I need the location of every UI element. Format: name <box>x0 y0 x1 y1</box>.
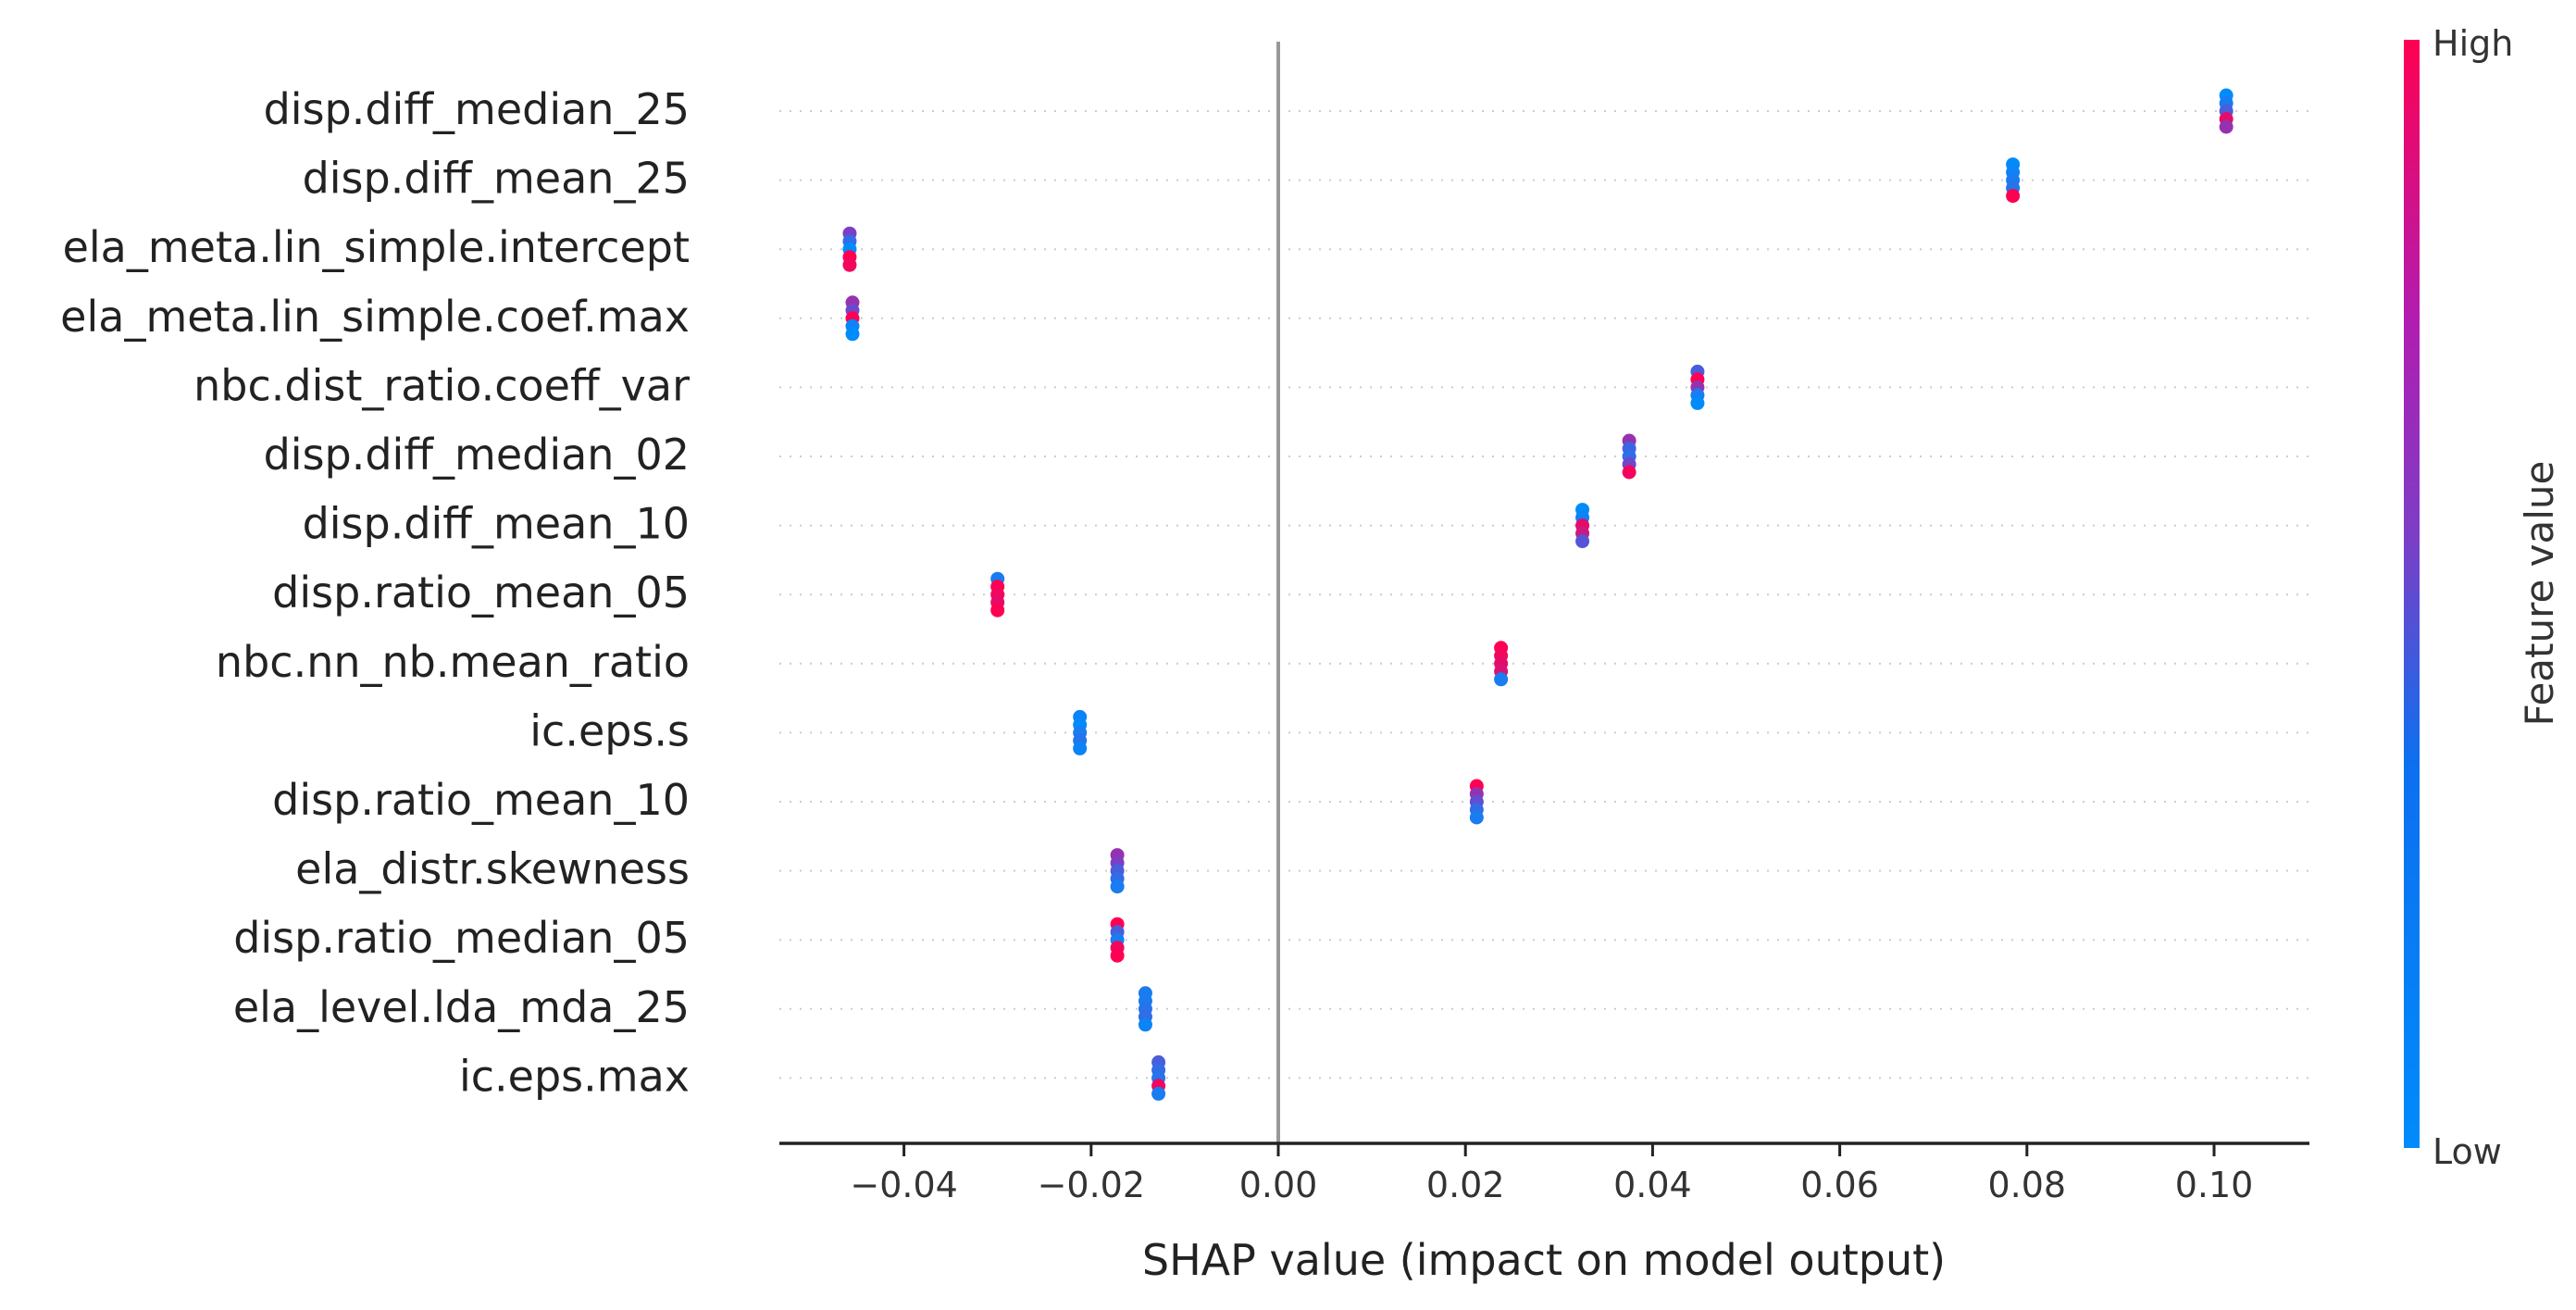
x-tick-label: −0.04 <box>850 1165 957 1205</box>
data-point <box>2006 189 2021 204</box>
x-tick-label: 0.04 <box>1613 1165 1692 1205</box>
feature-label: disp.diff_mean_25 <box>303 154 690 204</box>
feature-label: nbc.dist_ratio.coeff_var <box>193 360 690 410</box>
feature-label: disp.diff_mean_10 <box>303 499 690 549</box>
data-point <box>1151 1086 1166 1101</box>
feature-label: disp.ratio_mean_05 <box>272 568 690 618</box>
feature-label: disp.diff_median_25 <box>264 84 690 134</box>
feature-label: nbc.nn_nb.mean_ratio <box>216 637 690 687</box>
feature-label: disp.ratio_median_05 <box>233 913 690 963</box>
data-point <box>842 257 857 272</box>
x-tick-label: −0.02 <box>1038 1165 1145 1205</box>
feature-labels: disp.diff_median_25 disp.diff_mean_25 ela_… <box>60 84 690 1101</box>
colorbar-low-label: Low <box>2433 1131 2502 1172</box>
feature-label: ela_level.lda_mda_25 <box>233 982 690 1032</box>
feature-label: ela_distr.skewness <box>295 844 690 894</box>
feature-label: ela_meta.lin_simple.coef.max <box>60 292 690 342</box>
x-axis-ticks: −0.04 −0.02 0.00 0.02 0.04 0.06 0.08 0.10 <box>850 1143 2253 1205</box>
x-tick-label: 0.02 <box>1426 1165 1505 1205</box>
x-tick-label: 0.06 <box>1800 1165 1879 1205</box>
colorbar-axis-label: Feature value <box>2517 461 2562 727</box>
data-point <box>1575 534 1590 549</box>
data-point <box>1494 672 1509 687</box>
x-tick-label: 0.10 <box>2175 1165 2254 1205</box>
x-axis-label: SHAP value (impact on model output) <box>1142 1235 1946 1285</box>
x-tick-label: 0.08 <box>1987 1165 2066 1205</box>
feature-label: ic.eps.max <box>459 1051 690 1101</box>
data-point <box>1622 465 1636 480</box>
data-point <box>1110 880 1125 894</box>
feature-label: ela_meta.lin_simple.intercept <box>63 222 690 272</box>
feature-label: ic.eps.s <box>529 705 690 755</box>
feature-label: disp.diff_median_02 <box>264 430 690 480</box>
data-point <box>1690 395 1705 410</box>
data-points <box>842 88 2234 1101</box>
x-tick-label: 0.00 <box>1239 1165 1318 1205</box>
colorbar-high-label: High <box>2433 23 2513 64</box>
colorbar <box>2404 40 2420 1148</box>
feature-label: disp.ratio_mean_10 <box>272 775 690 825</box>
data-point <box>1469 810 1484 825</box>
data-point <box>1138 1017 1152 1032</box>
data-point <box>1073 741 1088 755</box>
feature-guide-lines <box>779 110 2309 1079</box>
data-point <box>2219 119 2234 134</box>
data-point <box>1110 948 1125 963</box>
data-point <box>990 603 1005 618</box>
data-point <box>845 327 860 342</box>
